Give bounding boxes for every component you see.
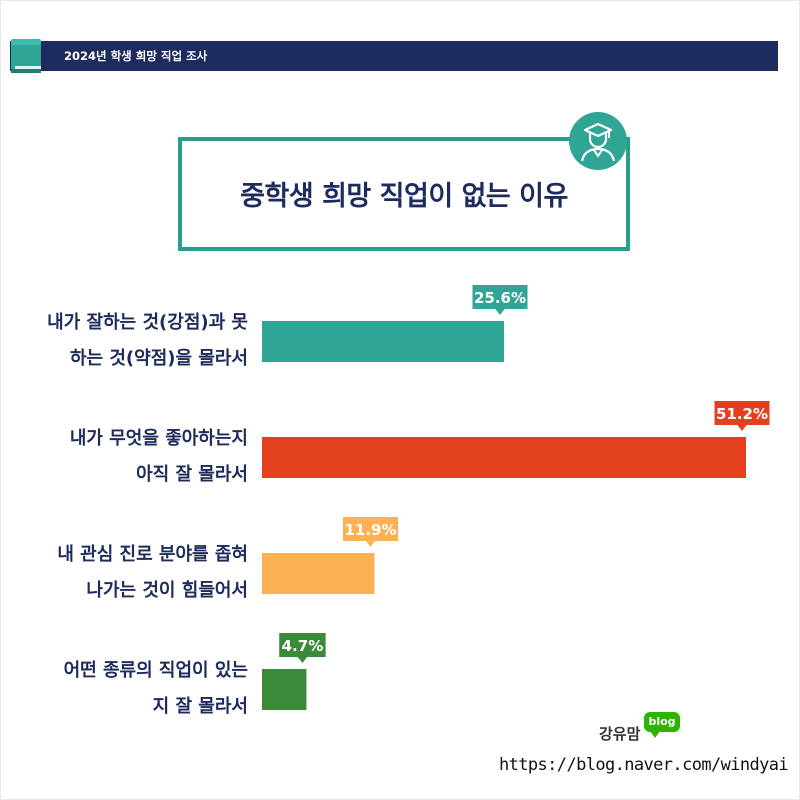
header-title: 2024년 학생 희망 직업 조사	[64, 49, 208, 63]
category-label-2-2: 아직 잘 몰라서	[136, 464, 248, 485]
blog-name: 강유맘	[599, 725, 641, 743]
value-label-1: 25.6%	[474, 289, 526, 307]
bar-4	[262, 669, 307, 710]
value-label-box-2	[714, 401, 770, 425]
page-title: 중학생 희망 직업이 없는 이유	[240, 181, 568, 212]
value-label-3: 11.9%	[344, 521, 396, 539]
blog-url[interactable]: https://blog.naver.com/windyai	[499, 755, 789, 775]
category-label-3-1: 내 관심 진로 분야를 좁혀	[57, 544, 248, 565]
value-label-pointer-1	[495, 308, 505, 315]
value-label-4: 4.7%	[282, 637, 324, 655]
value-label-pointer-2	[737, 424, 747, 431]
bar-2	[262, 437, 746, 478]
value-label-box-1	[472, 285, 528, 309]
category-label-2-1: 내가 무엇을 좋아하는지	[70, 428, 248, 449]
category-label-4-2: 지 잘 몰라서	[153, 696, 248, 717]
title-box: 중학생 희망 직업이 없는 이유	[178, 137, 630, 251]
value-label-2: 51.2%	[716, 405, 768, 423]
header-bar	[10, 41, 778, 71]
category-label-1-1: 내가 잘하는 것(강점)과 못	[47, 312, 248, 333]
blog-badge: blog	[644, 712, 680, 738]
graduate-icon	[569, 112, 627, 170]
value-label-pointer-3	[365, 540, 376, 547]
value-label-box-3	[342, 517, 398, 541]
category-label-3-2: 나가는 것이 힘들어서	[86, 580, 248, 601]
category-label-1-2: 하는 것(약점)을 몰라서	[70, 347, 248, 369]
value-label-pointer-4	[297, 656, 308, 663]
bar-3	[262, 553, 375, 594]
value-label-box-4	[279, 633, 326, 657]
bar-1	[262, 321, 504, 362]
category-label-4-1: 어떤 종류의 직업이 있는	[64, 660, 248, 681]
book-icon	[11, 39, 41, 73]
